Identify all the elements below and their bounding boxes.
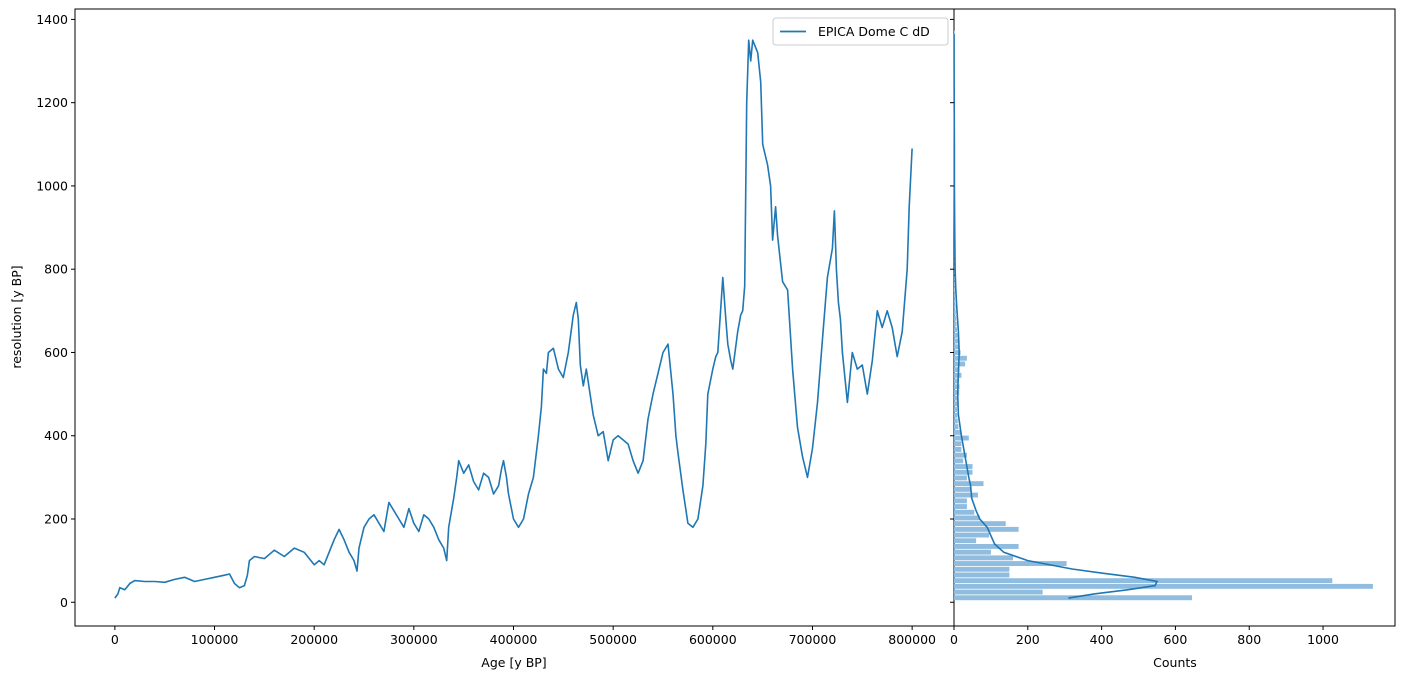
histogram-bar <box>954 355 967 361</box>
histogram-bar <box>954 401 958 407</box>
histogram-bar <box>954 407 957 412</box>
line-chart-frame <box>74 8 955 627</box>
y-tick-label: 1400 <box>36 12 68 27</box>
histogram-bar <box>954 298 956 304</box>
histogram-bar <box>954 390 960 395</box>
histogram-bar <box>954 338 959 344</box>
x-tick-label: 0 <box>111 632 119 647</box>
histogram-bar <box>954 327 957 333</box>
histogram-bar <box>954 589 1043 595</box>
histogram-bars <box>954 30 1373 601</box>
x-tick-label: 200 <box>1016 632 1040 647</box>
histogram-bar <box>954 424 959 430</box>
histogram-kde-layer <box>953 34 1159 599</box>
histogram-bar <box>954 561 1067 566</box>
histogram-bar <box>954 521 1006 527</box>
histogram-bar <box>954 458 964 464</box>
histogram-bar <box>954 572 1010 578</box>
legend: EPICA Dome C dD <box>772 17 949 46</box>
histogram-bar <box>954 315 957 321</box>
histogram-bar <box>954 447 962 452</box>
x-tick-label: 800 <box>1237 632 1261 647</box>
y-tick-label: 200 <box>44 512 68 527</box>
line-chart-series-layer <box>114 39 913 599</box>
histogram-bar <box>954 486 971 492</box>
x-tick-label: 100000 <box>191 632 239 647</box>
legend-box <box>772 17 949 46</box>
histogram-bar <box>954 321 957 327</box>
histogram-bar <box>954 578 1333 584</box>
histogram-bar <box>954 555 1013 561</box>
histogram-bar <box>954 344 960 350</box>
histogram-bar <box>954 549 991 555</box>
x-tick-label: 300000 <box>390 632 438 647</box>
legend-label-epica: EPICA Dome C dD <box>818 24 930 39</box>
x-tick-label: 600000 <box>689 632 737 647</box>
histogram-bar <box>954 469 973 475</box>
line-chart-x-axis-label: Age [y BP] <box>481 655 546 670</box>
histogram-bar <box>954 412 958 418</box>
line-chart-x-ticks: 0 100000 200000 300000 400000 500000 600000 700… <box>111 626 936 647</box>
histogram-bar <box>954 452 967 458</box>
histogram-bar <box>954 384 960 390</box>
histogram-bar <box>954 429 962 435</box>
y-tick-label: 1200 <box>36 95 68 110</box>
x-tick-label: 400000 <box>490 632 538 647</box>
histogram-bar <box>954 281 955 287</box>
histogram-bar <box>954 498 967 504</box>
histogram-bar <box>954 293 956 298</box>
x-tick-label: 600 <box>1163 632 1187 647</box>
histogram-bar <box>954 441 962 447</box>
histogram-bar <box>954 481 984 487</box>
histogram-bar <box>954 464 973 469</box>
x-tick-label: 200000 <box>290 632 338 647</box>
histogram-bar <box>954 310 956 315</box>
histogram-bar <box>954 332 958 338</box>
histogram-y-ticks <box>950 18 954 603</box>
histogram-bar <box>954 304 956 310</box>
line-chart-axes: 0 100000 200000 300000 400000 500000 600000 700… <box>9 8 955 670</box>
y-tick-label: 400 <box>44 428 68 443</box>
histogram-bar <box>954 515 980 521</box>
histogram-bar <box>954 526 1019 532</box>
histogram-x-axis-label: Counts <box>1153 655 1197 670</box>
y-tick-label: 0 <box>60 595 68 610</box>
histogram-bar <box>954 544 1019 549</box>
series-line-epica-dome-c-dd <box>114 39 913 599</box>
x-tick-label: 400 <box>1090 632 1114 647</box>
x-tick-label: 800000 <box>888 632 936 647</box>
histogram-bar <box>954 475 967 481</box>
line-chart-y-axis-label: resolution [y BP] <box>9 265 24 368</box>
histogram-x-ticks: 0 200 400 600 800 1000 <box>950 626 1339 647</box>
histogram-bar <box>954 492 978 498</box>
y-tick-label: 600 <box>44 345 68 360</box>
histogram-bar <box>954 367 960 373</box>
histogram-bar <box>954 538 977 544</box>
histogram-frame <box>953 8 1396 627</box>
histogram-bar <box>954 350 961 355</box>
histogram-bar <box>954 287 955 293</box>
x-tick-label: 0 <box>950 632 958 647</box>
y-tick-label: 1000 <box>36 178 68 193</box>
histogram-bar <box>954 418 958 424</box>
x-tick-label: 700000 <box>789 632 837 647</box>
histogram-bar <box>954 583 1373 589</box>
x-tick-label: 1000 <box>1307 632 1339 647</box>
line-chart-y-ticks: 0 200 400 600 800 1000 1200 1400 <box>36 12 75 610</box>
histogram-bar <box>954 532 990 538</box>
histogram-bar <box>954 378 959 384</box>
histogram-bar <box>954 509 975 515</box>
histogram-bar <box>954 395 959 401</box>
y-tick-label: 800 <box>44 262 68 277</box>
histogram-axes: 0 200 400 600 800 1000 Counts <box>950 8 1396 670</box>
histogram-bar <box>954 275 955 281</box>
kde-curve <box>953 34 1159 599</box>
x-tick-label: 500000 <box>589 632 637 647</box>
histogram-bar <box>954 504 967 509</box>
histogram-bar <box>954 566 1010 572</box>
